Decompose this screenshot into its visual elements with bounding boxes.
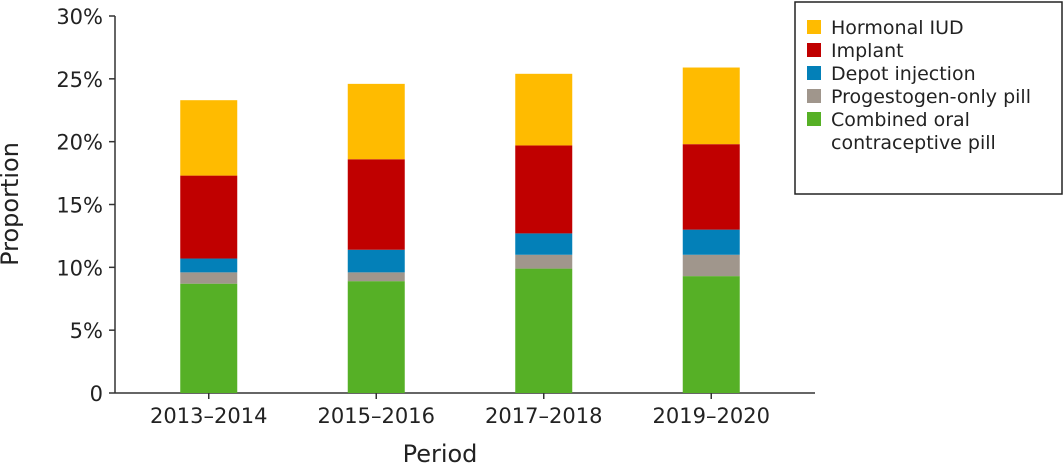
bar-segment (682, 67, 740, 145)
x-tick-label: 2015–2016 (318, 404, 435, 428)
bar-segment (515, 254, 573, 269)
bar-segment (180, 272, 238, 284)
bar-segment (180, 283, 238, 393)
bar-segment (682, 229, 740, 255)
y-tick-label: 0 (90, 382, 103, 406)
legend-label: Progestogen-only pill (831, 86, 1031, 108)
legend-box (794, 1, 1063, 195)
bar-segment (515, 73, 573, 146)
legend-label: Implant (831, 40, 904, 62)
bar-segment (682, 144, 740, 230)
bar-segment (682, 276, 740, 393)
bar-segment (347, 249, 405, 273)
legend-label: contraceptive pill (831, 132, 996, 154)
bar-segment (515, 268, 573, 393)
x-axis-label: Period (403, 440, 478, 463)
y-tick-label: 10% (56, 256, 103, 280)
legend-swatch (807, 20, 821, 34)
bar-segment (347, 281, 405, 393)
legend-swatch (807, 43, 821, 57)
x-tick-label: 2019–2020 (653, 404, 770, 428)
y-axis-label: Proportion (0, 142, 24, 266)
y-tick-label: 20% (56, 131, 103, 155)
y-tick-label: 15% (56, 194, 103, 218)
legend-swatch (807, 66, 821, 80)
legend-swatch (807, 89, 821, 103)
y-tick-label: 25% (56, 68, 103, 92)
bar-segment (180, 175, 238, 259)
y-tick-label: 5% (70, 319, 103, 343)
bar-segment (180, 100, 238, 176)
legend-label: Hormonal IUD (831, 17, 964, 39)
bar-segment (347, 83, 405, 160)
bar-segment (180, 258, 238, 273)
x-tick-label: 2017–2018 (485, 404, 602, 428)
legend-swatch (807, 112, 821, 126)
bar-segment (515, 233, 573, 255)
bar-segment (515, 145, 573, 234)
legend-label: Depot injection (831, 63, 976, 85)
bar-segment (347, 272, 405, 282)
y-tick-label: 30% (56, 5, 103, 29)
bar-segment (682, 254, 740, 277)
bar-segment (347, 159, 405, 250)
legend-label: Combined oral (831, 109, 970, 131)
x-tick-label: 2013–2014 (150, 404, 267, 428)
